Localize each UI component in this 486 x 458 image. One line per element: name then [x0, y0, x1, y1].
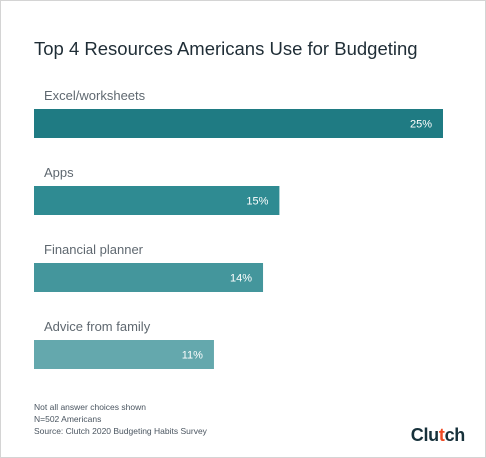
- bar: [34, 263, 264, 292]
- logo-accent-letter: t: [438, 425, 445, 445]
- logo-text-part: Clut: [410, 425, 445, 445]
- note-line: Not all answer choices shown: [34, 402, 146, 412]
- note-line: Source: Clutch 2020 Budgeting Habits Sur…: [34, 426, 207, 436]
- logo-text: Clutch: [410, 425, 466, 445]
- clutch-logo: Clutch: [410, 425, 466, 446]
- value-label: 14%: [230, 273, 252, 285]
- value-label: 11%: [182, 350, 203, 362]
- chart-notes: Not all answer choices shown N=502 Ameri…: [34, 401, 207, 437]
- value-label: 25%: [410, 119, 432, 131]
- category-label: Financial planner: [44, 242, 144, 257]
- bar: [34, 186, 280, 215]
- logo-text-part: ch: [444, 425, 466, 445]
- value-label: 15%: [246, 196, 268, 208]
- bar: [34, 109, 443, 138]
- category-label: Excel/worksheets: [44, 88, 146, 103]
- category-label: Apps: [44, 165, 74, 180]
- bar: [34, 340, 214, 369]
- chart-title: Top 4 Resources Americans Use for Budget…: [34, 38, 418, 59]
- category-label: Advice from family: [44, 319, 151, 334]
- note-line: N=502 Americans: [34, 414, 102, 424]
